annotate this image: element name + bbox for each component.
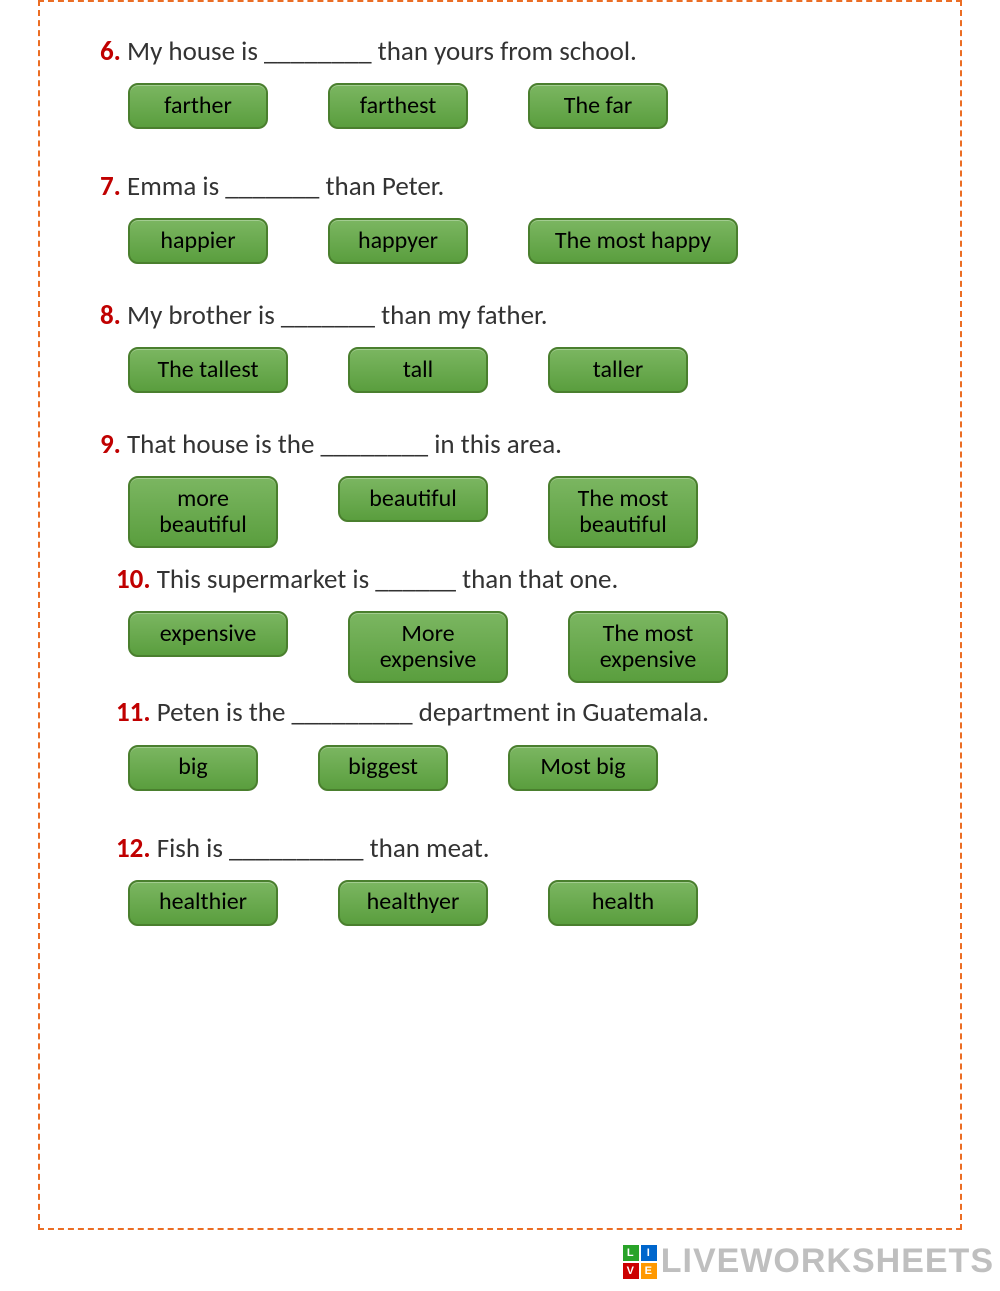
logo-cell: L: [623, 1245, 639, 1261]
question-number: 8.: [100, 299, 121, 332]
question: 7. Emma is _______ than Peter.happierhap…: [88, 169, 912, 264]
options-row: expensive More expensive The most expensiv…: [128, 611, 912, 683]
questions-container: 6. My house is ________ than yours from …: [88, 34, 912, 926]
question-number: 10.: [116, 563, 151, 596]
question: 12. Fish is __________ than meat. healthi…: [88, 831, 912, 926]
answer-option[interactable]: tall: [348, 347, 488, 393]
answer-option[interactable]: The most beautiful: [548, 476, 698, 548]
answer-option[interactable]: happyer: [328, 218, 468, 264]
question-text: 9. That house is the ________ in this ar…: [100, 427, 912, 462]
answer-option[interactable]: happier: [128, 218, 268, 264]
options-row: big biggest Most big: [128, 745, 912, 791]
answer-option[interactable]: The tallest: [128, 347, 288, 393]
question-text: 11. Peten is the _________ department in…: [116, 695, 912, 730]
options-row: healthier healthyer health: [128, 880, 912, 926]
question-number: 12.: [116, 832, 151, 865]
options-row: The tallest tall taller: [128, 347, 912, 393]
question: 9. That house is the ________ in this ar…: [88, 427, 912, 548]
logo-cell: E: [641, 1263, 657, 1279]
answer-option[interactable]: The most happy: [528, 218, 738, 264]
watermark-text: LIVEWORKSHEETS: [661, 1242, 994, 1281]
question-text: 6. My house is ________ than yours from …: [100, 34, 912, 69]
worksheet-frame: 6. My house is ________ than yours from …: [38, 0, 962, 1230]
answer-option[interactable]: biggest: [318, 745, 448, 791]
question: 10. This supermarket is ______ than that…: [88, 562, 912, 683]
question: 8. My brother is _______ than my father.…: [88, 298, 912, 393]
answer-option[interactable]: Most big: [508, 745, 658, 791]
answer-option[interactable]: The most expensive: [568, 611, 728, 683]
options-row: farther farthest The far: [128, 83, 912, 129]
question-number: 9.: [100, 428, 121, 461]
answer-option[interactable]: healthyer: [338, 880, 488, 926]
answer-option[interactable]: healthier: [128, 880, 278, 926]
answer-option[interactable]: expensive: [128, 611, 288, 657]
question-text: 12. Fish is __________ than meat.: [116, 831, 912, 866]
watermark: L I V E LIVEWORKSHEETS: [623, 1242, 994, 1281]
answer-option[interactable]: farther: [128, 83, 268, 129]
answer-option[interactable]: More expensive: [348, 611, 508, 683]
answer-option[interactable]: health: [548, 880, 698, 926]
question: 11. Peten is the _________ department in…: [88, 695, 912, 790]
answer-option[interactable]: taller: [548, 347, 688, 393]
answer-option[interactable]: farthest: [328, 83, 468, 129]
answer-option[interactable]: more beautiful: [128, 476, 278, 548]
question-number: 7.: [100, 170, 121, 203]
answer-option[interactable]: beautiful: [338, 476, 488, 522]
question-number: 6.: [100, 35, 121, 68]
answer-option[interactable]: The far: [528, 83, 668, 129]
answer-option[interactable]: big: [128, 745, 258, 791]
logo-cell: V: [623, 1263, 639, 1279]
question: 6. My house is ________ than yours from …: [88, 34, 912, 129]
logo-cell: I: [641, 1245, 657, 1261]
options-row: more beautiful beautiful The most beautifu…: [128, 476, 912, 548]
question-text: 8. My brother is _______ than my father.: [100, 298, 912, 333]
options-row: happier happyer The most happy: [128, 218, 912, 264]
watermark-logo: L I V E: [623, 1245, 657, 1279]
question-text: 10. This supermarket is ______ than that…: [116, 562, 912, 597]
question-text: 7. Emma is _______ than Peter.: [100, 169, 912, 204]
question-number: 11.: [116, 696, 151, 729]
